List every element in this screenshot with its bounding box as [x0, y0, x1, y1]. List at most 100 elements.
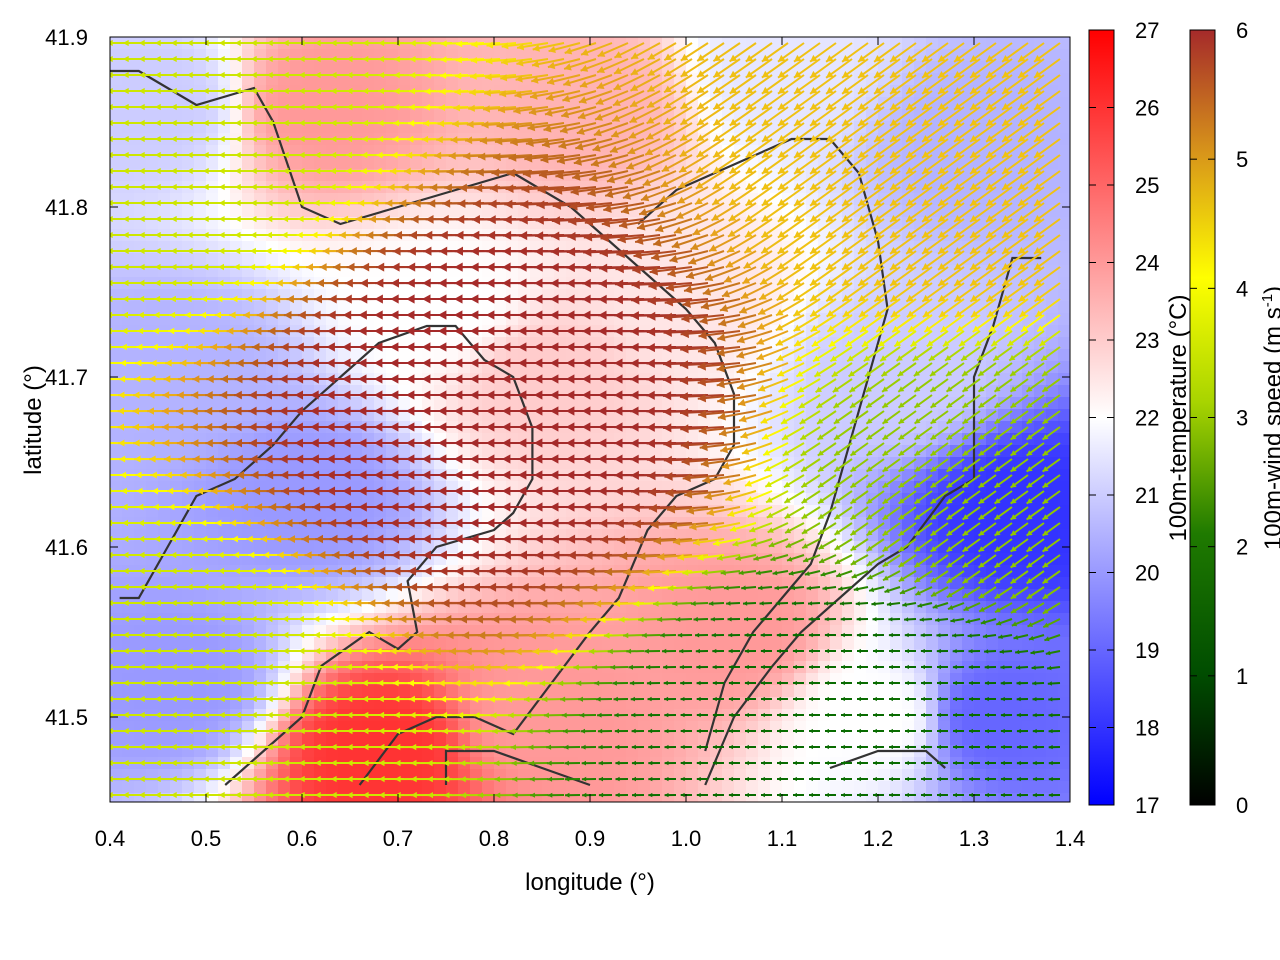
temperature-cell [230, 301, 243, 314]
temperature-cell [410, 205, 423, 218]
temperature-cell [182, 109, 195, 122]
temperature-cell [146, 685, 159, 698]
temperature-cell [242, 493, 255, 506]
temperature-cell [686, 49, 699, 62]
temperature-cell [494, 685, 507, 698]
temperature-cell [1046, 97, 1059, 110]
temperature-cell [170, 121, 183, 134]
temperature-cell [926, 733, 939, 746]
temperature-cell [230, 157, 243, 170]
temperature-cell [1046, 61, 1059, 74]
temperature-cell [326, 733, 339, 746]
temperature-cell [182, 637, 195, 650]
temperature-cell [110, 781, 123, 794]
temperature-cell [314, 625, 327, 638]
temperature-cell [974, 769, 987, 782]
temperature-cell [278, 301, 291, 314]
temperature-cell [674, 685, 687, 698]
temperature-cell [206, 781, 219, 794]
temperature-cell [626, 49, 639, 62]
temperature-cell [830, 685, 843, 698]
temperature-cell [878, 637, 891, 650]
temperature-cell [830, 109, 843, 122]
temperature-cell [470, 205, 483, 218]
temperature-cell [782, 769, 795, 782]
temperature-cell [230, 673, 243, 686]
temperature-cell [1046, 109, 1059, 122]
temperature-cell [434, 733, 447, 746]
temperature-cell [746, 589, 759, 602]
temperature-cell [410, 637, 423, 650]
temperature-cell [458, 109, 471, 122]
temperature-cell [794, 685, 807, 698]
temperature-cell [734, 61, 747, 74]
temperature-cell [542, 733, 555, 746]
temperature-cell [374, 769, 387, 782]
temperature-cell [794, 733, 807, 746]
temperature-cell [722, 769, 735, 782]
temperature-cell [266, 109, 279, 122]
temperature-cell [950, 685, 963, 698]
temperature-cell [350, 73, 363, 86]
temperature-cell [398, 301, 411, 314]
temperature-cell [110, 445, 123, 458]
temperature-cell [122, 109, 135, 122]
temperature-cell [878, 673, 891, 686]
temperature-cell [830, 37, 843, 50]
temperature-cell [770, 133, 783, 146]
temperature-cell [110, 337, 123, 350]
temperature-cell [926, 685, 939, 698]
temperature-cell [134, 637, 147, 650]
temperature-cell [1058, 493, 1070, 506]
temperature-cell [458, 781, 471, 794]
temperature-cell [158, 781, 171, 794]
temperature-cell [902, 733, 915, 746]
temperature-cell [374, 685, 387, 698]
temperature-cell [410, 685, 423, 698]
temperature-cell [662, 637, 675, 650]
temperature-cell [278, 685, 291, 698]
temperature-cell [1022, 61, 1035, 74]
temperature-cell [218, 445, 231, 458]
temperature-cell [350, 109, 363, 122]
temperature-cell [302, 253, 315, 266]
temperature-cell [590, 301, 603, 314]
temperature-cell [674, 733, 687, 746]
temperature-cell [218, 241, 231, 254]
temperature-cell [1058, 397, 1070, 410]
temperature-cell [194, 253, 207, 266]
temperature-cell [674, 37, 687, 50]
temperature-cell [182, 577, 195, 590]
temperature-cell [638, 133, 651, 146]
temperature-cell [1034, 337, 1047, 350]
temperature-cell [446, 109, 459, 122]
temperature-cell [1010, 133, 1023, 146]
temperature-cell [530, 637, 543, 650]
temperature-cell [230, 61, 243, 74]
temperature-cell [638, 685, 651, 698]
temperature-cell [590, 493, 603, 506]
temperature-cell [830, 637, 843, 650]
temperature-cell [986, 637, 999, 650]
temperature-cell [302, 157, 315, 170]
temperature-cell [218, 541, 231, 554]
temperature-cell [146, 637, 159, 650]
temperature-cell [374, 157, 387, 170]
temperature-cell [290, 253, 303, 266]
temperature-cell [122, 493, 135, 506]
temperature-cell [590, 445, 603, 458]
temperature-cell [1058, 685, 1070, 698]
temperature-cell [254, 637, 267, 650]
temperature-cell [1058, 49, 1070, 62]
temperature-cell [1058, 253, 1070, 266]
temperature-cell [146, 781, 159, 794]
temperature-cell [758, 637, 771, 650]
temperature-cell [314, 589, 327, 602]
temperature-cell [482, 637, 495, 650]
temperature-cell [218, 301, 231, 314]
temperature-cell [194, 205, 207, 218]
temperature-cell [902, 637, 915, 650]
temperature-cell [350, 145, 363, 158]
temperature-cell [254, 781, 267, 794]
